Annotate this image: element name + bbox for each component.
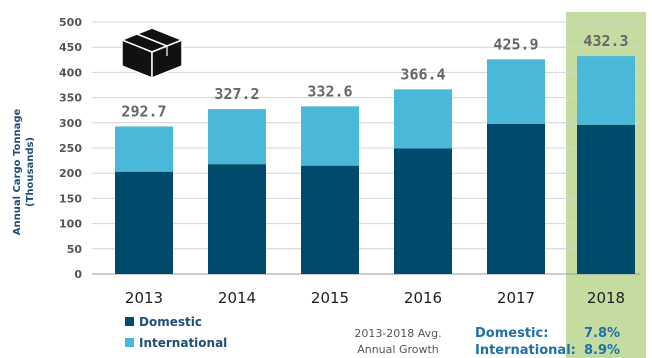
growth-note: 2013-2018 Avg. Annual Growth Domestic: 7… — [354, 326, 620, 358]
bar-domestic-2013 — [115, 171, 173, 274]
bar-international-2018 — [577, 56, 635, 125]
growth-international-label: International: — [475, 343, 576, 358]
legend-label-domestic: Domestic — [139, 315, 202, 329]
y-tick-label: 300 — [59, 117, 82, 130]
y-tick-label: 150 — [59, 192, 82, 205]
bar-international-2017 — [487, 59, 545, 124]
x-tick-label-2015: 2015 — [311, 289, 349, 307]
y-tick-label: 350 — [59, 92, 82, 105]
bar-international-2015 — [301, 106, 359, 166]
cargo-box-icon — [119, 27, 185, 80]
bar-domestic-2017 — [487, 123, 545, 274]
y-tick-label: 250 — [59, 142, 82, 155]
x-tick-label-2013: 2013 — [125, 289, 163, 307]
y-tick-label: 0 — [74, 268, 82, 281]
x-tick-label-2016: 2016 — [404, 289, 442, 307]
y-tick-label: 450 — [59, 41, 82, 54]
y-tick-label: 200 — [59, 167, 82, 180]
total-label-2015: 332.6 — [307, 82, 352, 100]
chart-legend: Domestic International — [125, 315, 227, 350]
growth-note-line-1: 2013-2018 Avg. — [354, 327, 441, 340]
legend-label-international: International — [139, 336, 227, 350]
legend-swatch-domestic — [125, 317, 134, 326]
bar-international-2013 — [115, 126, 173, 172]
y-tick-label: 500 — [59, 16, 82, 29]
total-label-2014: 327.2 — [214, 85, 259, 103]
x-tick-label-2014: 2014 — [218, 289, 256, 307]
bar-international-2016 — [394, 89, 452, 149]
x-tick-label-2018: 2018 — [587, 289, 625, 307]
growth-note-line-2: Annual Growth — [357, 343, 439, 356]
y-tick-label: 400 — [59, 66, 82, 79]
y-tick-label: 50 — [67, 243, 83, 256]
y-axis-label-line-2: (Thousands) — [25, 137, 36, 207]
total-label-2018: 432.3 — [583, 32, 628, 50]
growth-domestic-label: Domestic: — [475, 326, 548, 341]
total-label-2013: 292.7 — [121, 102, 166, 120]
bar-international-2014 — [208, 109, 266, 165]
y-tick-label: 100 — [59, 218, 82, 231]
bar-domestic-2014 — [208, 164, 266, 274]
growth-international-value: 8.9% — [584, 343, 620, 358]
growth-domestic-value: 7.8% — [584, 326, 620, 341]
bar-domestic-2015 — [301, 165, 359, 274]
bar-domestic-2016 — [394, 148, 452, 274]
legend-swatch-international — [125, 338, 134, 347]
bar-domestic-2018 — [577, 124, 635, 274]
x-tick-label-2017: 2017 — [497, 289, 535, 307]
total-label-2017: 425.9 — [493, 35, 538, 53]
y-axis-label-line-1: Annual Cargo Tonnage — [12, 108, 23, 235]
total-label-2016: 366.4 — [400, 65, 445, 83]
